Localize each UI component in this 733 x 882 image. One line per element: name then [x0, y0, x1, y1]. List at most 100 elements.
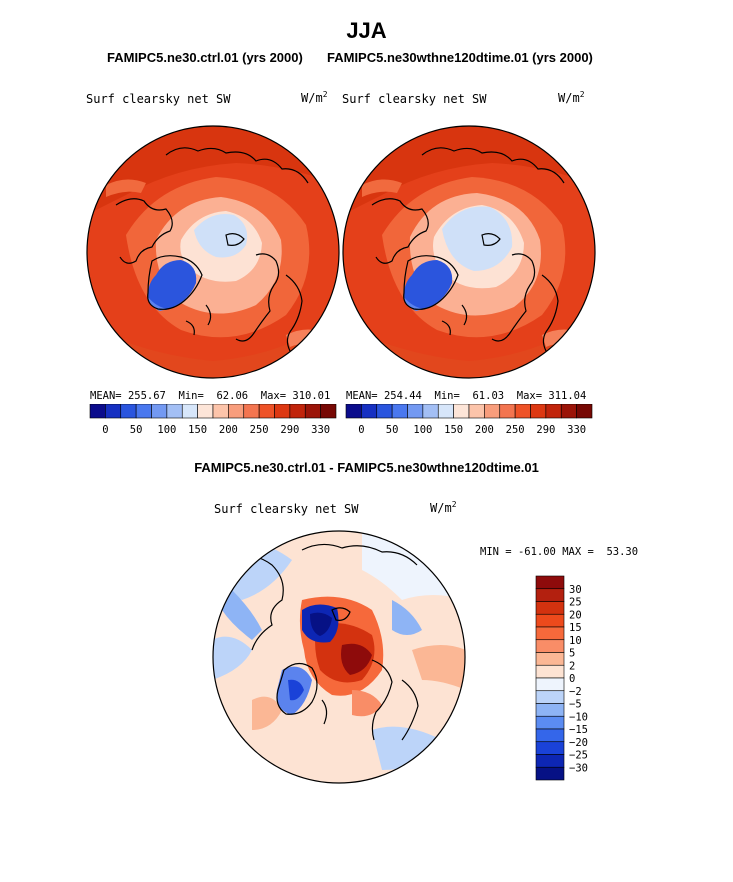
right-field-name: Surf clearsky net SW [342, 92, 487, 106]
colorbar-swatch [535, 613, 565, 628]
colorbar-swatch [437, 404, 454, 419]
colorbar-tick-label: 200 [475, 424, 494, 436]
difference-polar-map [212, 530, 466, 784]
colorbar-swatch [535, 639, 565, 653]
colorbar-swatch [289, 404, 306, 419]
map-boundary [86, 125, 340, 379]
ctrl-colorbar: 0 50 100 150 200 250 290 330 [89, 404, 337, 436]
colorbar-tick-label: 200 [219, 424, 238, 436]
colorbar-tick-label: −5 [569, 699, 582, 711]
colorbar-swatch [535, 626, 565, 641]
colorbar-swatch [243, 404, 260, 419]
colorbar-swatch [212, 404, 229, 419]
colorbar-tick-label: 150 [188, 424, 207, 436]
colorbar-swatch [197, 404, 214, 419]
min-value: 62.06 [216, 390, 249, 402]
colorbar-tick-label: 250 [506, 424, 525, 436]
colorbar-swatch [89, 404, 106, 419]
colorbar-swatch [535, 690, 565, 704]
colorbar-tick-label: 100 [157, 424, 176, 436]
colorbar-swatch [376, 404, 393, 419]
colorbar-swatch [535, 728, 565, 743]
colorbar-swatch [535, 715, 565, 730]
ctrl-polar-map [86, 125, 340, 379]
max-label: Max= [516, 390, 543, 402]
colorbar-swatch [453, 404, 470, 419]
colorbar-tick-label: 20 [569, 609, 582, 621]
colorbar-swatch [151, 404, 168, 419]
colorbar-swatch [535, 703, 565, 717]
max-label: MAX = [562, 546, 594, 558]
colorbar-swatch [535, 588, 565, 602]
colorbar-tick-label: 0 [102, 424, 108, 436]
colorbar-swatch [535, 575, 565, 590]
colorbar-tick-label: −10 [569, 711, 588, 723]
mean-value: 255.67 [127, 390, 166, 402]
colorbar-swatch [535, 754, 565, 768]
colorbar-tick-label: 50 [386, 424, 399, 436]
colorbar-swatch [135, 404, 152, 419]
colorbar-tick-label: 0 [569, 673, 575, 685]
colorbar-swatch [422, 404, 439, 419]
test-colorbar: 0 50 100 150 200 250 290 330 [345, 404, 593, 436]
test-stats: MEAN= 254.44 Min= 61.03 Max= 311.04 [346, 390, 586, 402]
diff-field-name: Surf clearsky net SW [214, 502, 359, 516]
min-value: 61.03 [472, 390, 505, 402]
colorbar-swatch [499, 404, 516, 419]
colorbar-tick-label: −25 [569, 750, 588, 762]
colorbar-tick-label: −15 [569, 724, 588, 736]
map-boundary [342, 125, 596, 379]
max-value: 311.04 [548, 390, 587, 402]
colorbar-swatch [468, 404, 485, 419]
colorbar-swatch [228, 404, 245, 419]
map-boundary [212, 530, 466, 784]
min-value: -61.00 [517, 546, 556, 558]
colorbar-swatch [407, 404, 424, 419]
colorbar-tick-label: 10 [569, 635, 582, 647]
colorbar-swatch [535, 741, 565, 755]
greenland-region [148, 260, 197, 310]
colorbar-tick-label: 25 [569, 597, 582, 609]
colorbar-tick-label: 290 [536, 424, 555, 436]
colorbar-swatch [535, 652, 565, 666]
coastlines [371, 147, 565, 352]
colorbar-swatch [258, 404, 275, 419]
left-field-name: Surf clearsky net SW [86, 92, 231, 106]
colorbar-tick-label: −2 [569, 686, 582, 698]
min-label: Min= [434, 390, 460, 402]
ctrl-stats: MEAN= 255.67 Min= 62.06 Max= 310.01 [90, 390, 330, 402]
colorbar-swatch [361, 404, 378, 419]
colorbar-swatch [304, 404, 321, 419]
season-title: JJA [346, 18, 387, 43]
colorbar-swatch [320, 404, 337, 419]
colorbar-swatch [120, 404, 137, 419]
colorbar-tick-label: 330 [311, 424, 330, 436]
coastlines [115, 147, 309, 352]
max-value: 310.01 [292, 390, 331, 402]
colorbar-tick-label: 100 [413, 424, 432, 436]
colorbar-swatch [535, 766, 565, 781]
colorbar-tick-label: 0 [358, 424, 364, 436]
colorbar-tick-label: 50 [130, 424, 143, 436]
mean-value: 254.44 [383, 390, 422, 402]
mean-label: MEAN= [90, 390, 122, 402]
test-polar-map [342, 125, 596, 379]
colorbar-swatch [535, 664, 565, 679]
colorbar-tick-label: 330 [567, 424, 586, 436]
colorbar-tick-label: 5 [569, 648, 575, 660]
right-units: W/m2 [558, 90, 585, 105]
colorbar-swatch [105, 404, 122, 419]
max-label: Max= [260, 390, 287, 402]
ctrl-case-label: FAMIPC5.ne30.ctrl.01 (yrs 2000) [107, 50, 303, 65]
colorbar-swatch [545, 404, 562, 419]
colorbar-swatch [345, 404, 362, 419]
colorbar-swatch [576, 404, 593, 419]
diff-minmax: MIN = -61.00 MAX = 53.30 [480, 546, 638, 558]
colorbar-swatch [484, 404, 501, 419]
colorbar-swatch [530, 404, 547, 419]
colorbar-swatch [181, 404, 198, 419]
colorbar-swatch [514, 404, 531, 419]
sea-ice-region [442, 206, 513, 271]
difference-title: FAMIPC5.ne30.ctrl.01 - FAMIPC5.ne30wthne… [194, 460, 539, 475]
colorbar-swatch [274, 404, 291, 419]
